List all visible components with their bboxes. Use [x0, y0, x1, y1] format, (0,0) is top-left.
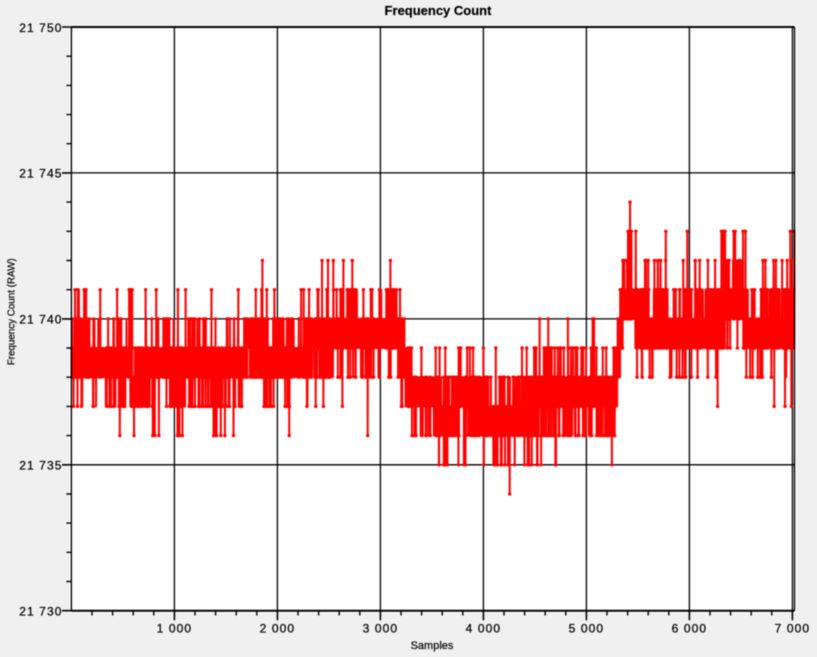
- svg-text:Frequency Count (RAW): Frequency Count (RAW): [7, 258, 18, 365]
- svg-text:2 000: 2 000: [260, 621, 296, 635]
- svg-text:21 745: 21 745: [19, 167, 62, 181]
- svg-text:4 000: 4 000: [466, 621, 502, 635]
- svg-text:6 000: 6 000: [672, 621, 708, 635]
- svg-text:21 750: 21 750: [19, 21, 62, 35]
- svg-text:1 000: 1 000: [157, 621, 193, 635]
- svg-text:5 000: 5 000: [569, 621, 605, 635]
- svg-text:21 740: 21 740: [19, 313, 62, 327]
- svg-text:Samples: Samples: [411, 640, 454, 652]
- svg-text:Frequency Count: Frequency Count: [385, 3, 493, 18]
- svg-text:7 000: 7 000: [775, 621, 811, 635]
- svg-text:21 730: 21 730: [19, 605, 62, 619]
- svg-text:3 000: 3 000: [363, 621, 399, 635]
- svg-text:21 735: 21 735: [19, 459, 62, 473]
